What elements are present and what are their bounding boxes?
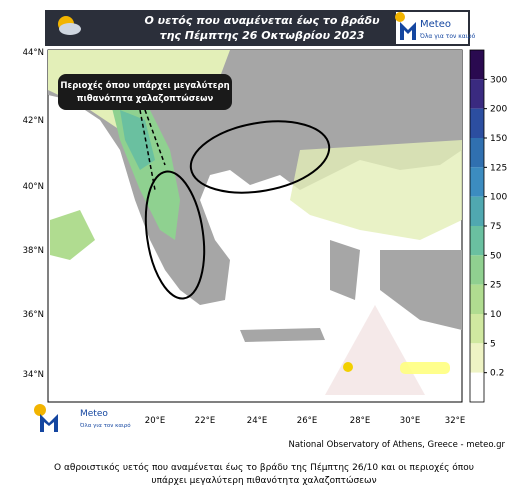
colorbar-label: 200 bbox=[490, 105, 507, 115]
logo-slogan: Όλα για τον καιρό bbox=[79, 422, 131, 429]
lon-label: 28°E bbox=[350, 416, 370, 426]
lat-label: 38°N bbox=[23, 246, 44, 256]
hail-legend bbox=[343, 362, 353, 372]
header-title: Ο υετός που αναμένεται έως το βράδυ bbox=[144, 14, 380, 27]
lon-label: 32°E bbox=[445, 416, 465, 426]
logo-sun bbox=[34, 404, 46, 416]
caption: Ο αθροιστικός υετός που αναμένεται έως τ… bbox=[54, 462, 474, 473]
annotation-box bbox=[58, 74, 232, 110]
lat-label: 34°N bbox=[23, 370, 44, 380]
hail-legend bbox=[325, 305, 425, 395]
colorbar-band bbox=[470, 50, 484, 80]
caption: υπάρχει μεγαλύτερη πιθανότητα χαλαζοπτώσ… bbox=[151, 475, 376, 486]
colorbar-label: 25 bbox=[490, 281, 501, 291]
hail-area bbox=[144, 170, 206, 300]
colorbar-label: 150 bbox=[490, 134, 507, 144]
lat-label: 40°N bbox=[23, 182, 44, 192]
colorbar-label: 0.2 bbox=[490, 369, 504, 379]
header-title: της Πέμπτης 26 Οκτωβρίου 2023 bbox=[160, 29, 365, 42]
lon-label: 20°E bbox=[145, 416, 165, 426]
colorbar-label: 50 bbox=[490, 251, 502, 261]
colorbar-band bbox=[470, 343, 484, 373]
lat-label: 42°N bbox=[23, 116, 44, 126]
annotation-text: Περιοχές όπου υπάρχει μεγαλύτερη bbox=[60, 80, 229, 91]
logo-slogan: Όλα για τον καιρό bbox=[419, 33, 476, 40]
colorbar-label: 100 bbox=[490, 193, 507, 203]
lon-label: 26°E bbox=[297, 416, 317, 426]
credit: National Observatory of Athens, Greece -… bbox=[288, 440, 505, 450]
colorbar-band bbox=[470, 255, 484, 285]
colorbar-label: 300 bbox=[490, 75, 507, 85]
hail-area bbox=[189, 120, 331, 194]
colorbar-band bbox=[470, 79, 484, 109]
lat-label: 44°N bbox=[23, 48, 44, 58]
lat-label: 36°N bbox=[23, 310, 44, 320]
colorbar-band bbox=[470, 314, 484, 344]
annotation-text: πιθανότητα χαλαζοπτώσεων bbox=[77, 93, 214, 104]
colorbar-band bbox=[470, 284, 484, 314]
colorbar-band bbox=[470, 167, 484, 197]
logo-mark bbox=[400, 22, 416, 40]
logo-name: Meteo bbox=[80, 409, 108, 419]
colorbar-band bbox=[470, 108, 484, 138]
weather-icon bbox=[59, 23, 81, 35]
annotation-pointer bbox=[144, 109, 166, 166]
colorbar: 300 200 150 125 100 75 50 25 10 5 0.2 bbox=[469, 49, 507, 403]
hail-legend bbox=[400, 362, 450, 374]
colorbar-band bbox=[470, 138, 484, 168]
colorbar-band bbox=[470, 226, 484, 256]
lon-label: 30°E bbox=[400, 416, 420, 426]
colorbar-label: 5 bbox=[490, 339, 496, 349]
logo-name: Meteo bbox=[420, 19, 451, 30]
colorbar-label: 10 bbox=[490, 310, 502, 320]
colorbar-band bbox=[470, 196, 484, 226]
lon-label: 24°E bbox=[247, 416, 267, 426]
land bbox=[48, 50, 462, 342]
colorbar-label: 125 bbox=[490, 163, 507, 173]
logo-sun bbox=[395, 12, 405, 22]
colorbar-band bbox=[470, 372, 484, 402]
lon-label: 22°E bbox=[195, 416, 215, 426]
logo-box bbox=[396, 12, 468, 44]
colorbar-label: 75 bbox=[490, 222, 501, 232]
logo-mark bbox=[40, 414, 58, 432]
